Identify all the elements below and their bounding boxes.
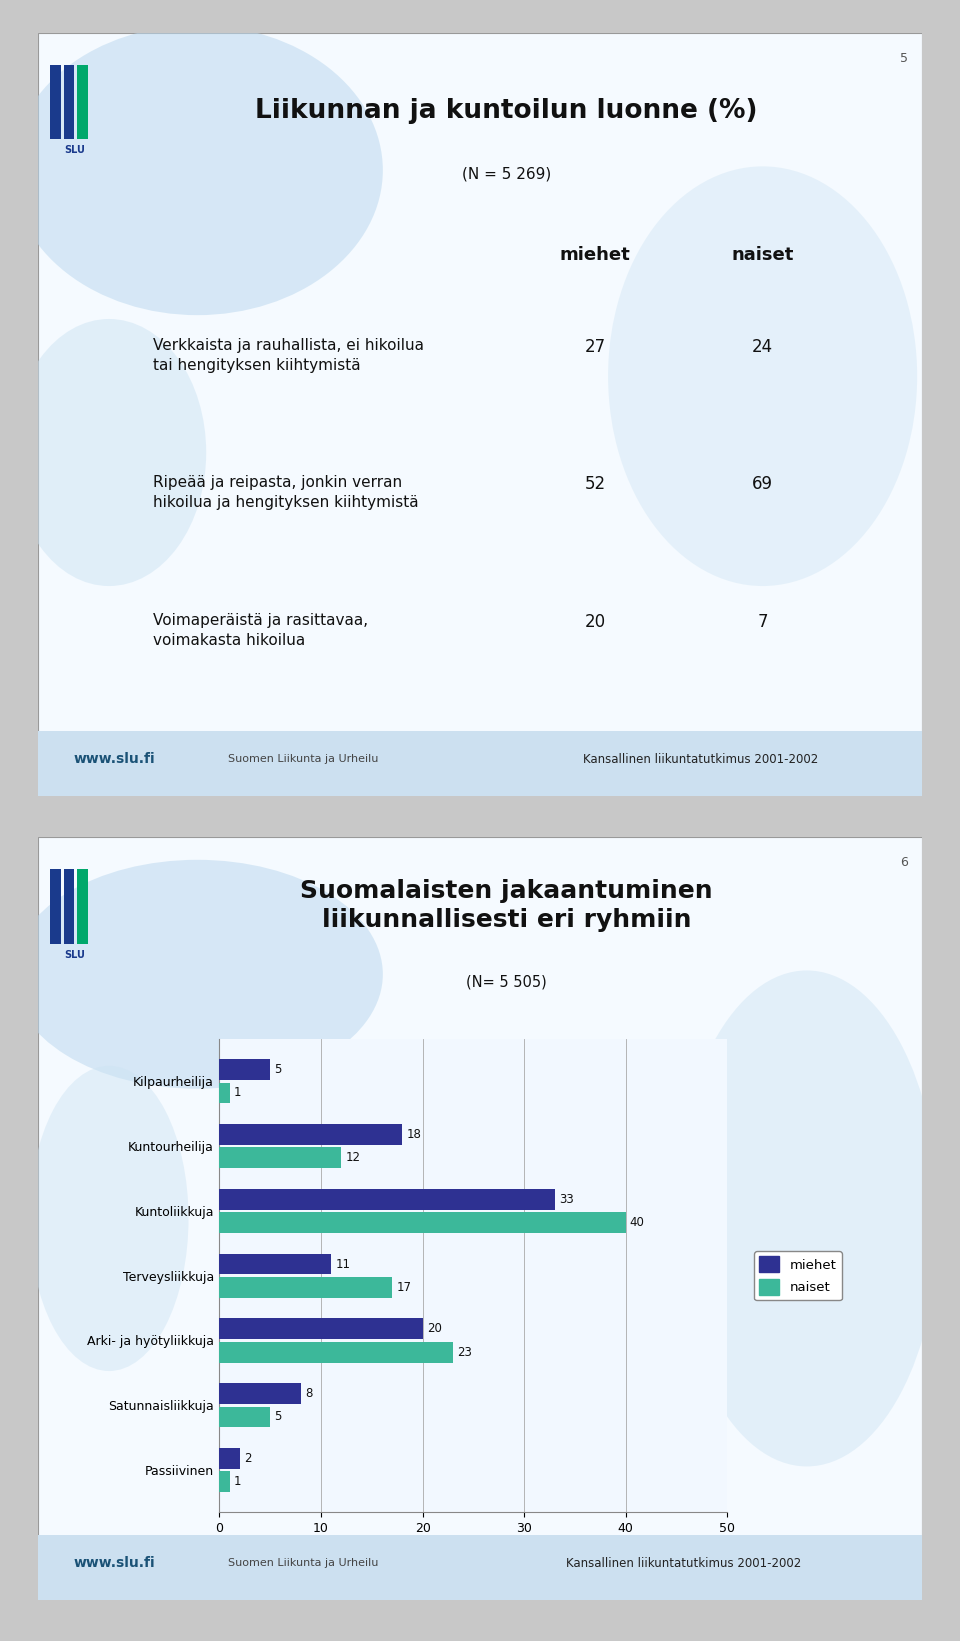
Text: Verkkaista ja rauhallista, ei hikoilua
tai hengityksen kiihtymistä: Verkkaista ja rauhallista, ei hikoilua t… (154, 338, 424, 373)
Text: 52: 52 (585, 476, 606, 494)
Text: (N= 5 505): (N= 5 505) (467, 975, 547, 990)
Text: 5: 5 (900, 53, 908, 66)
Text: 8: 8 (304, 1387, 312, 1400)
Bar (220, 1058, 271, 1080)
Text: Kansallinen liikuntatutkimus 2001-2002: Kansallinen liikuntatutkimus 2001-2002 (583, 753, 819, 766)
Ellipse shape (674, 970, 939, 1467)
Text: Suomalaisten jakaantuminen
liikunnallisesti eri ryhmiin: Suomalaisten jakaantuminen liikunnallise… (300, 880, 713, 932)
Text: Suomen Liikunta ja Urheilu: Suomen Liikunta ja Urheilu (228, 1559, 378, 1569)
Bar (220, 1147, 342, 1168)
Ellipse shape (30, 1067, 188, 1372)
Text: www.slu.fi: www.slu.fi (74, 1556, 156, 1570)
Legend: miehet, naiset: miehet, naiset (755, 1250, 842, 1300)
Bar (220, 1406, 271, 1428)
Text: 11: 11 (335, 1257, 350, 1270)
Text: Suomen Liikunta ja Urheilu: Suomen Liikunta ja Urheilu (228, 755, 378, 765)
Bar (220, 1188, 555, 1209)
Text: Kansallinen liikuntatutkimus 2001-2002: Kansallinen liikuntatutkimus 2001-2002 (565, 1557, 801, 1570)
Text: 24: 24 (752, 338, 773, 356)
Text: 18: 18 (406, 1127, 421, 1140)
Text: (N = 5 269): (N = 5 269) (462, 166, 551, 182)
Text: 20: 20 (426, 1323, 442, 1336)
Text: 23: 23 (457, 1346, 472, 1359)
Bar (220, 1447, 240, 1469)
Text: 5: 5 (275, 1411, 281, 1423)
Text: 17: 17 (396, 1282, 411, 1293)
Text: 6: 6 (900, 857, 908, 870)
Bar (50, 870, 60, 944)
Text: www.slu.fi: www.slu.fi (74, 752, 156, 766)
Text: 20: 20 (585, 612, 606, 630)
Text: SLU: SLU (64, 950, 85, 960)
Bar (220, 1318, 422, 1339)
Text: 2: 2 (244, 1452, 252, 1465)
Text: Ripeää ja reipasta, jonkin verran
hikoilua ja hengityksen kiihtymistä: Ripeää ja reipasta, jonkin verran hikoil… (154, 476, 419, 510)
FancyBboxPatch shape (38, 1534, 922, 1600)
Text: Voimaperäistä ja rasittavaa,
voimakasta hikoilua: Voimaperäistä ja rasittavaa, voimakasta … (154, 612, 369, 648)
Bar (63, 64, 75, 139)
Bar (77, 870, 88, 944)
Bar (220, 1124, 402, 1145)
Bar (220, 1383, 300, 1405)
Text: Liikunnan ja kuntoilun luonne (%): Liikunnan ja kuntoilun luonne (%) (255, 98, 757, 123)
Bar (63, 870, 75, 944)
Ellipse shape (12, 25, 383, 315)
Ellipse shape (12, 860, 383, 1088)
Text: 5: 5 (275, 1063, 281, 1076)
FancyBboxPatch shape (38, 33, 922, 796)
Text: SLU: SLU (64, 146, 85, 156)
Bar (77, 64, 88, 139)
FancyBboxPatch shape (38, 730, 922, 796)
Text: 12: 12 (346, 1152, 360, 1163)
FancyBboxPatch shape (38, 837, 922, 1600)
Bar (220, 1277, 392, 1298)
Bar (220, 1213, 626, 1232)
Text: naiset: naiset (732, 246, 794, 264)
Ellipse shape (608, 166, 917, 586)
Text: 7: 7 (757, 612, 768, 630)
Bar (50, 64, 60, 139)
Ellipse shape (12, 318, 206, 586)
Text: 1: 1 (233, 1086, 241, 1099)
Bar (220, 1342, 453, 1362)
Text: 69: 69 (752, 476, 773, 494)
Text: 40: 40 (630, 1216, 645, 1229)
Bar (220, 1254, 331, 1275)
Bar (220, 1083, 229, 1103)
Bar (220, 1472, 229, 1492)
Text: miehet: miehet (560, 246, 630, 264)
Text: 27: 27 (585, 338, 606, 356)
Text: 1: 1 (233, 1475, 241, 1488)
Text: 33: 33 (559, 1193, 573, 1206)
